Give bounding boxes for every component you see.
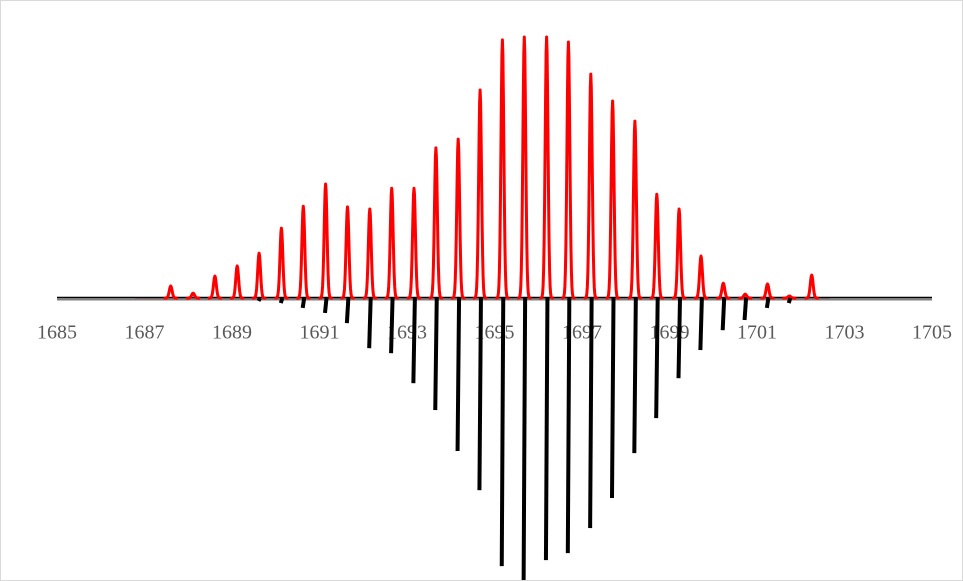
x-tick-label: 1685 xyxy=(37,322,77,344)
profile-peak xyxy=(185,291,202,300)
profile-peak xyxy=(693,254,709,300)
stick-peak xyxy=(632,298,638,454)
profile-peak xyxy=(582,72,599,300)
stick-peak xyxy=(433,298,439,411)
profile-peak xyxy=(295,204,312,300)
x-tick-label: 1691 xyxy=(300,322,340,344)
x-tick-label: 1703 xyxy=(825,322,865,344)
stick-peak xyxy=(477,298,483,491)
x-tick-label: 1705 xyxy=(912,322,952,344)
profile-peak xyxy=(229,264,246,300)
stick-peak xyxy=(367,297,373,349)
profile-peak xyxy=(560,40,577,300)
stick-peak xyxy=(742,297,749,321)
profile-peak xyxy=(361,207,378,300)
profile-peak xyxy=(781,294,798,300)
stick-peak xyxy=(565,298,572,554)
stick-peak xyxy=(455,298,462,452)
profile-peak xyxy=(406,186,422,300)
profile-peak xyxy=(162,284,179,300)
profile-peak xyxy=(251,251,268,300)
stick-peak xyxy=(610,298,616,499)
stick-peak xyxy=(676,298,682,379)
stick-peak xyxy=(389,298,395,354)
profile-peak xyxy=(273,226,290,300)
profile-peak xyxy=(737,292,754,300)
profile-peak xyxy=(803,273,820,300)
stick-peak xyxy=(654,298,660,419)
profile-peak xyxy=(383,186,400,300)
stick-peak xyxy=(521,298,528,581)
profile-peak xyxy=(206,274,223,300)
profile-peak xyxy=(715,281,732,300)
profile-peak xyxy=(648,192,665,300)
profile-peak xyxy=(494,38,511,300)
stick-peak xyxy=(256,297,262,302)
stick-peak xyxy=(300,297,307,309)
profile-peak xyxy=(671,207,688,300)
x-tick-label: 1701 xyxy=(737,322,777,344)
profile-peak xyxy=(317,182,334,300)
x-tick-label: 1693 xyxy=(387,322,427,344)
profile-peak xyxy=(450,137,467,300)
stick-peak xyxy=(786,297,793,304)
stick-peak xyxy=(720,297,727,331)
stick-peak xyxy=(323,297,329,314)
x-tick-label: 1689 xyxy=(212,322,252,344)
x-tick-label: 1687 xyxy=(125,322,165,344)
profile-peak xyxy=(516,35,533,300)
stick-peak xyxy=(764,297,771,309)
stick-peak xyxy=(588,298,594,529)
stick-peak xyxy=(499,298,506,567)
stick-peak xyxy=(344,297,351,324)
profile-peak xyxy=(339,205,356,300)
profile-peak xyxy=(472,88,489,300)
profile-peak xyxy=(538,35,555,300)
profile-peak xyxy=(604,99,621,300)
stick-peak xyxy=(543,298,550,561)
stick-peak xyxy=(698,297,704,351)
stick-peak xyxy=(278,297,285,304)
profile-peak xyxy=(759,282,776,300)
profile-peak xyxy=(626,119,643,300)
stick-peak xyxy=(411,298,417,384)
profile-peak xyxy=(427,146,444,300)
